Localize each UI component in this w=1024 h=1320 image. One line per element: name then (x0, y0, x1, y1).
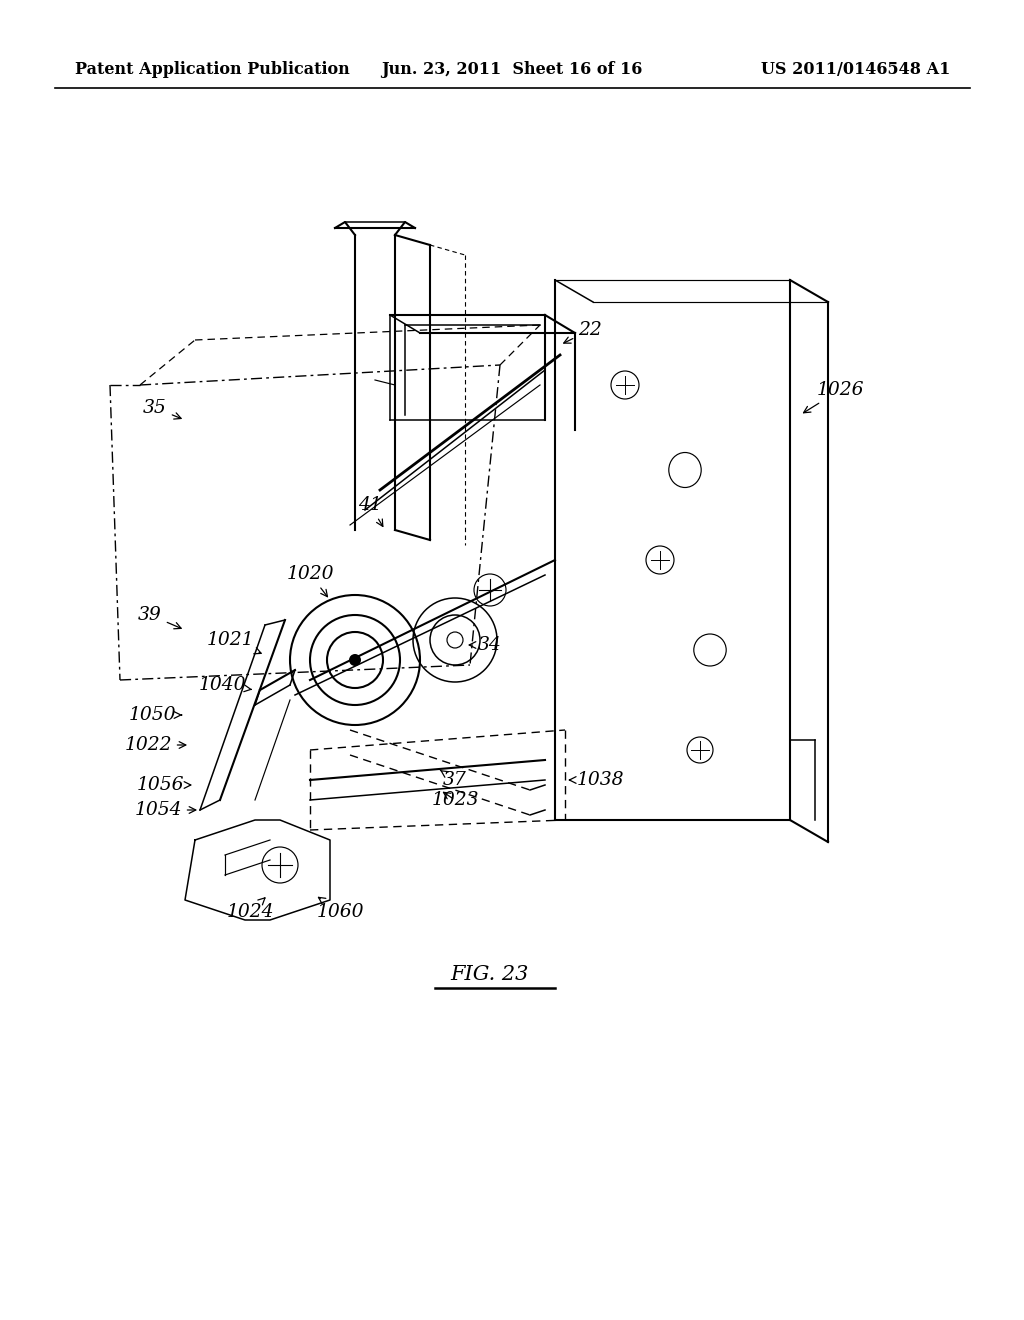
Text: 1024: 1024 (226, 898, 273, 921)
Text: 1040: 1040 (199, 676, 252, 694)
Text: 1050: 1050 (128, 706, 181, 723)
Text: US 2011/0146548 A1: US 2011/0146548 A1 (761, 62, 950, 78)
Text: 34: 34 (469, 636, 502, 653)
Text: 41: 41 (358, 496, 383, 527)
Text: 37: 37 (440, 770, 467, 789)
Circle shape (349, 653, 361, 667)
Text: 35: 35 (143, 399, 181, 418)
Text: 22: 22 (564, 321, 602, 343)
Text: 1056: 1056 (136, 776, 190, 795)
Text: 1023: 1023 (431, 791, 479, 809)
Text: 1054: 1054 (134, 801, 196, 818)
Text: FIG. 23: FIG. 23 (451, 965, 529, 985)
Text: 1020: 1020 (287, 565, 334, 597)
Text: 1022: 1022 (124, 737, 185, 754)
Text: 1060: 1060 (316, 898, 364, 921)
Text: 1038: 1038 (569, 771, 624, 789)
Text: Jun. 23, 2011  Sheet 16 of 16: Jun. 23, 2011 Sheet 16 of 16 (381, 62, 643, 78)
Text: 39: 39 (138, 606, 181, 628)
Text: 1026: 1026 (804, 381, 864, 413)
Text: 1021: 1021 (206, 631, 261, 653)
Text: Patent Application Publication: Patent Application Publication (75, 62, 350, 78)
